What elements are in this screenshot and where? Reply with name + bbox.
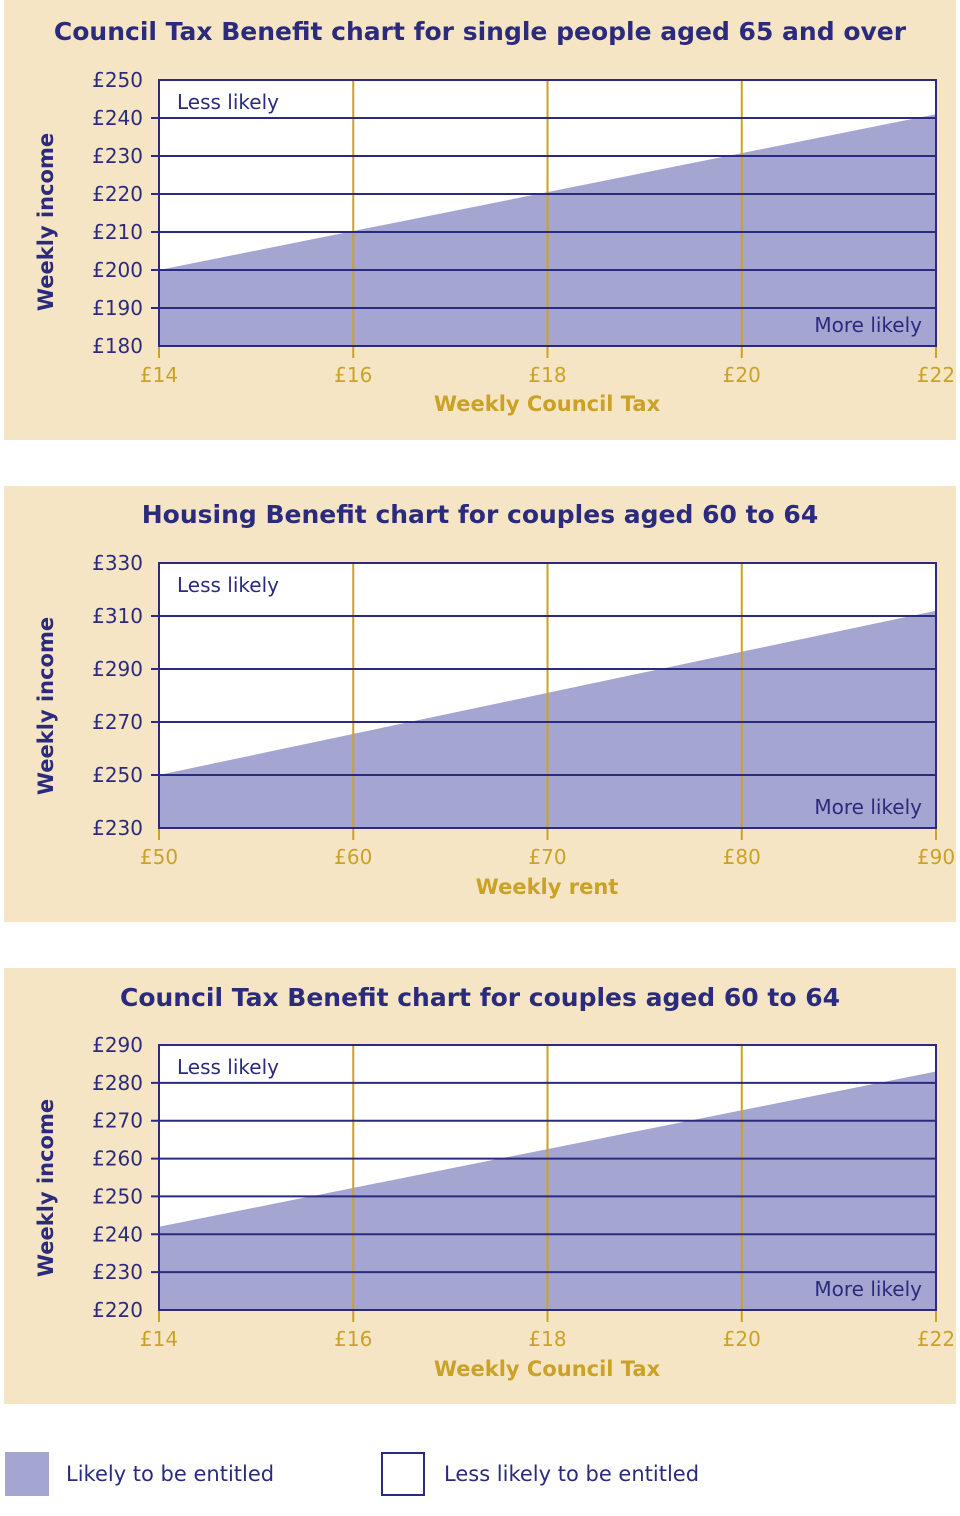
- y-tick-label: £250: [92, 763, 143, 787]
- x-tick-label: £16: [334, 363, 372, 387]
- y-tick-label: £290: [92, 657, 143, 681]
- y-tick-label: £280: [92, 1071, 143, 1095]
- y-tick-label: £260: [92, 1147, 143, 1171]
- y-tick-label: £240: [92, 1222, 143, 1246]
- less-likely-annotation: Less likely: [177, 1055, 279, 1079]
- y-tick-label: £270: [92, 1109, 143, 1133]
- y-tick-label: £290: [92, 1033, 143, 1057]
- x-tick-label: £20: [723, 363, 761, 387]
- y-tick-label: £220: [92, 1298, 143, 1322]
- chart-plot: £14 £16 £18 £20 £22 £180 £190 £200 £210 £220 £230 £…: [92, 68, 955, 387]
- x-tick-label: £20: [723, 1327, 761, 1351]
- more-likely-annotation: More likely: [814, 313, 922, 337]
- x-axis-label: Weekly rent: [475, 875, 619, 899]
- x-tick-label: £60: [334, 845, 372, 869]
- y-tick-label: £230: [92, 144, 143, 168]
- less-likely-annotation: Less likely: [177, 90, 279, 114]
- x-tick-label: £70: [528, 845, 566, 869]
- y-tick-label: £220: [92, 182, 143, 206]
- x-tick-label: £80: [723, 845, 761, 869]
- legend-label-likely: Likely to be entitled: [66, 1462, 275, 1486]
- y-tick-label: £310: [92, 604, 143, 628]
- y-tick-label: £210: [92, 220, 143, 244]
- x-tick-label: £90: [917, 845, 955, 869]
- y-tick-label: £270: [92, 710, 143, 734]
- plot-frame: [158, 79, 937, 347]
- chart-plot: £14 £16 £18 £20 £22 £220 £230 £240 £250 £260 £270 £…: [92, 1033, 955, 1351]
- less-likely-annotation: Less likely: [177, 573, 279, 597]
- legend-label-less-likely: Less likely to be entitled: [444, 1462, 700, 1486]
- y-tick-label: £330: [92, 551, 143, 575]
- y-tick-label: £240: [92, 106, 143, 130]
- x-tick-label: £18: [528, 1327, 566, 1351]
- legend-swatch-likely: [5, 1452, 49, 1496]
- y-tick-label: £200: [92, 258, 143, 282]
- y-tick-label: £180: [92, 334, 143, 358]
- chart-title: Council Tax Benefit chart for single peo…: [53, 17, 907, 46]
- x-tick-label: £50: [140, 845, 178, 869]
- plot-frame: [158, 1044, 937, 1311]
- x-tick-label: £22: [917, 363, 955, 387]
- chart-panel-1: Council Tax Benefit chart for single peo…: [4, 0, 956, 440]
- more-likely-annotation: More likely: [814, 1277, 922, 1301]
- chart-panel-3: Council Tax Benefit chart for couples ag…: [4, 968, 956, 1404]
- legend: Likely to be entitled Less likely to be …: [0, 1440, 960, 1516]
- more-likely-annotation: More likely: [814, 795, 922, 819]
- x-tick-label: £14: [140, 1327, 178, 1351]
- y-tick-label: £250: [92, 1184, 143, 1208]
- chart-plot: £50 £60 £70 £80 £90 £230 £250 £270 £290 £310 £330 L…: [92, 551, 955, 869]
- chart-panel-2: Housing Benefit chart for couples aged 6…: [4, 486, 956, 922]
- plot-frame: [158, 562, 937, 829]
- y-tick-label: £230: [92, 816, 143, 840]
- x-tick-label: £14: [140, 363, 178, 387]
- x-axis-label: Weekly Council Tax: [433, 392, 661, 416]
- legend-swatch-less-likely: [381, 1452, 425, 1496]
- x-axis-label: Weekly Council Tax: [433, 1357, 661, 1381]
- chart-title: Council Tax Benefit chart for couples ag…: [119, 983, 841, 1012]
- chart-title: Housing Benefit chart for couples aged 6…: [141, 500, 819, 529]
- x-tick-label: £18: [528, 363, 566, 387]
- y-tick-label: £190: [92, 296, 143, 320]
- y-tick-label: £230: [92, 1260, 143, 1284]
- y-tick-label: £250: [92, 68, 143, 92]
- x-tick-label: £22: [917, 1327, 955, 1351]
- x-tick-label: £16: [334, 1327, 372, 1351]
